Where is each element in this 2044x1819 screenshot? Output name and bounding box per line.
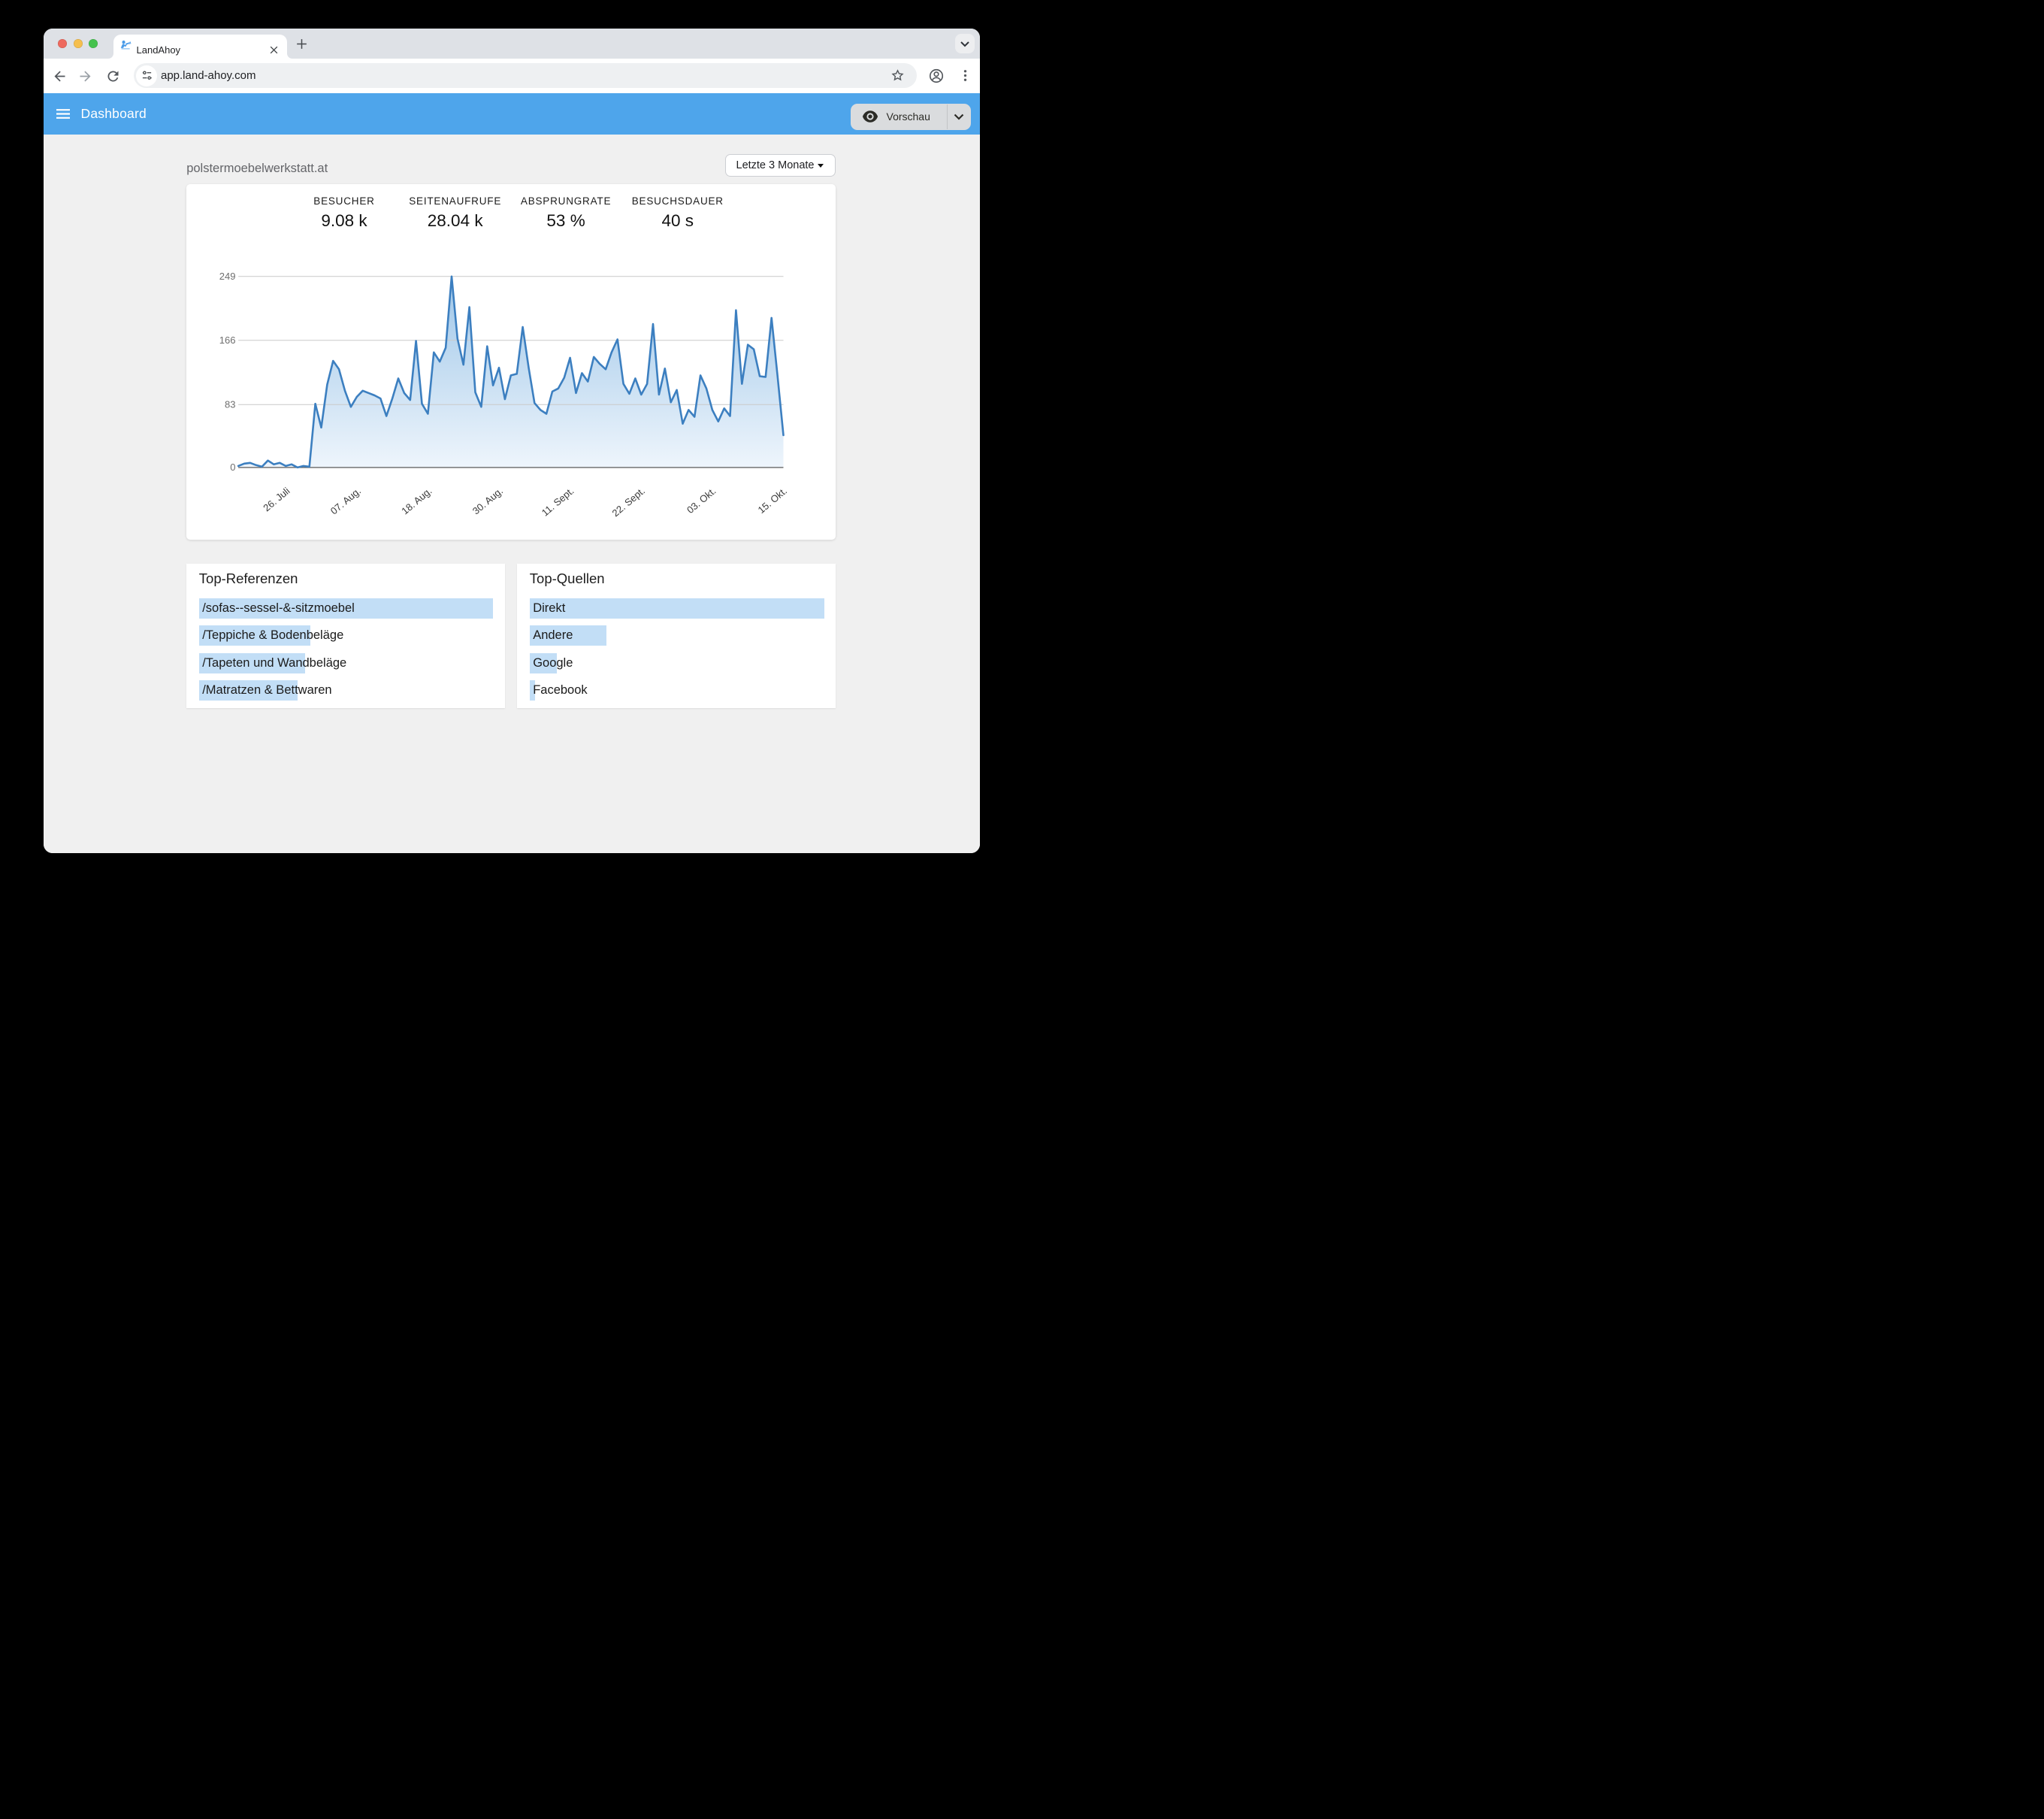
svg-text:30. Aug.: 30. Aug. [470, 485, 505, 516]
svg-text:249: 249 [219, 271, 236, 282]
svg-text:07. Aug.: 07. Aug. [328, 485, 363, 516]
svg-text:26. Juli: 26. Juli [262, 485, 292, 513]
svg-text:03. Okt.: 03. Okt. [685, 485, 718, 516]
svg-text:166: 166 [219, 334, 236, 346]
svg-text:15. Okt.: 15. Okt. [756, 485, 790, 516]
svg-text:22. Sept.: 22. Sept. [610, 485, 648, 519]
svg-text:83: 83 [225, 398, 235, 410]
svg-text:0: 0 [230, 462, 235, 473]
svg-text:18. Aug.: 18. Aug. [400, 485, 434, 516]
svg-text:11. Sept.: 11. Sept. [540, 485, 576, 518]
